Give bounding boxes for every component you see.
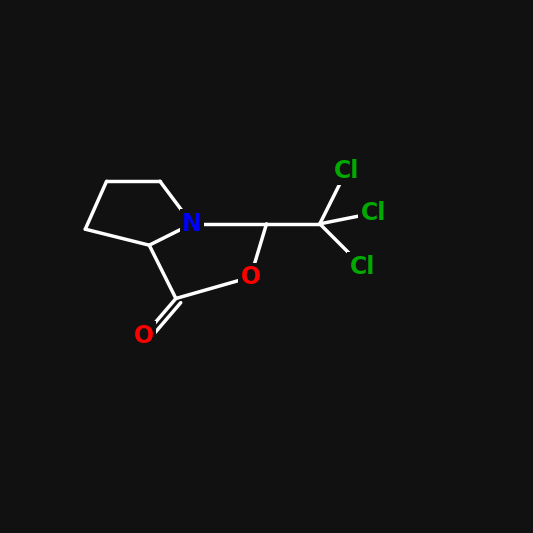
Text: O: O <box>240 265 261 289</box>
Text: Cl: Cl <box>360 201 386 225</box>
Text: Cl: Cl <box>350 254 375 279</box>
Text: N: N <box>182 212 202 236</box>
Text: Cl: Cl <box>334 158 359 183</box>
Text: O: O <box>134 324 154 348</box>
